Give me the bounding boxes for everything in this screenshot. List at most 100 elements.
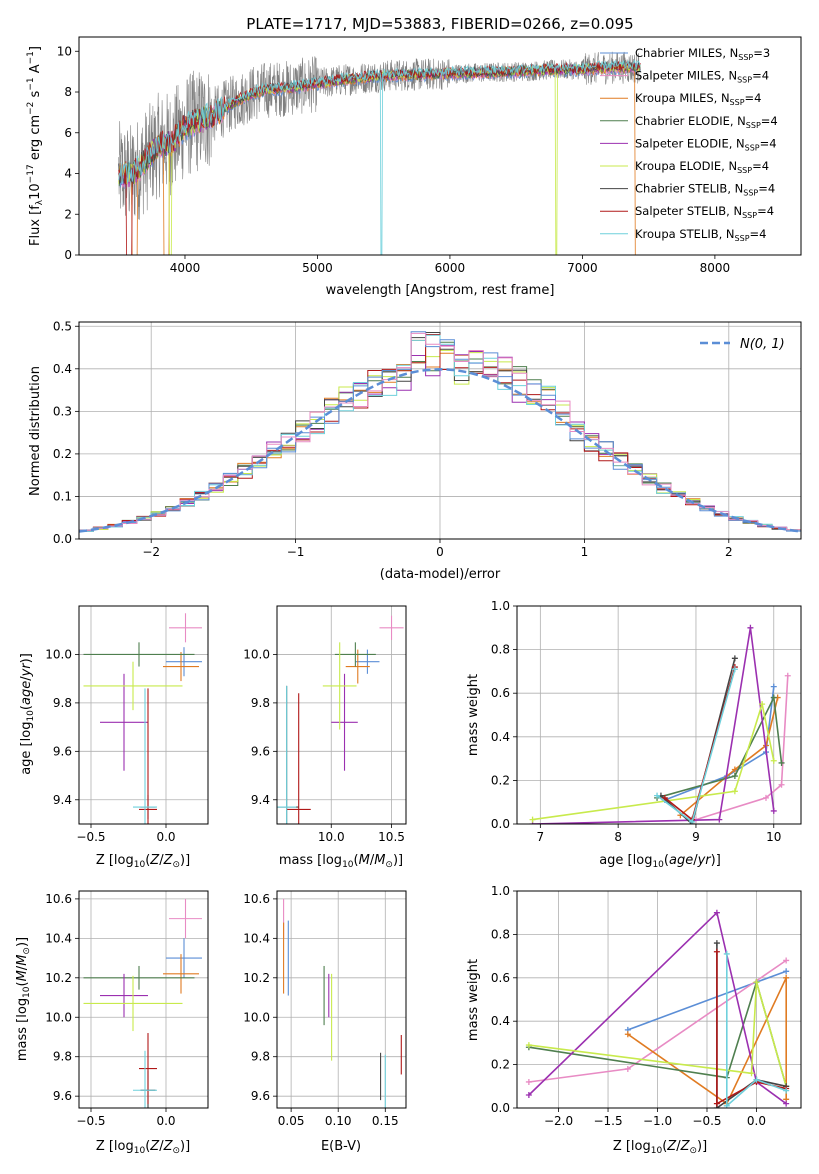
y-tick-label: 0.2 [491, 773, 510, 787]
weight-marker-kroupa_miles [731, 766, 738, 773]
x-tick-label: 10.0 [318, 830, 345, 844]
weight-line-salpeter_elodie [532, 627, 775, 824]
y-tick-label: 0.5 [53, 319, 72, 333]
weight-marker-salpeter_miles [783, 957, 790, 964]
y-tick-label: 9.4 [53, 793, 72, 807]
weight-marker-kroupa_elodie [753, 979, 760, 986]
weight-marker-salpeter_elodie [783, 1100, 790, 1107]
y-tick-label: 2 [64, 207, 72, 221]
y-tick-label: 0.8 [491, 643, 510, 657]
axes-frame [78, 321, 802, 540]
weight-marker-salpeter_elodie [713, 909, 720, 916]
histogram-plot-area: −2 −1 0 1 2 0.0 0.1 0.2 0.3 0.4 0.5 N(0, 1) [53, 319, 802, 559]
weight-line-kroupa_miles [627, 977, 787, 1105]
legend-label-chabrier_stelib: Chabrier STELIB, NSSP=4 [635, 182, 775, 198]
x-tick-label: 9 [692, 830, 700, 844]
y-tick-label: 0.8 [491, 927, 510, 941]
age-vs-mass-xlabel: mass [log10(M/M⊙)] [279, 853, 403, 870]
y-tick-label: 9.6 [251, 1089, 270, 1103]
weight-vs-age-panel: 7 8 9 10 0.0 0.2 0.4 0.6 0.8 1.0 age [log10(age/y… [466, 599, 802, 870]
weight-marker-kroupa_elodie [525, 1042, 532, 1049]
x-tick-label: 8000 [700, 261, 731, 275]
weight-marker-kroupa_miles [783, 974, 790, 981]
y-tick-label: 9.8 [251, 1050, 270, 1064]
x-tick-label: −0.5 [76, 1114, 105, 1128]
weight-marker-chabrier_stelib [713, 940, 720, 947]
weight-marker-salpeter_miles [624, 1065, 631, 1072]
weight-marker-salpeter_stelib [661, 794, 668, 801]
y-tick-label: 0.0 [491, 1101, 510, 1115]
weight-marker-kroupa_elodie [759, 701, 766, 708]
y-tick-label: 0.2 [53, 447, 72, 461]
y-tick-label: 10.0 [45, 647, 72, 661]
y-tick-label: 9.6 [53, 1089, 72, 1103]
clipped-layer [529, 624, 791, 824]
legend-label-salpeter_stelib: Salpeter STELIB, NSSP=4 [635, 204, 774, 220]
x-tick-label: 0.0 [747, 1114, 766, 1128]
weight-vs-metallicity-ylabel: mass weight [466, 959, 481, 1041]
weight-marker-chabrier_elodie [770, 694, 777, 701]
legend-value: =4 [745, 91, 762, 105]
weight-line-kroupa_miles [679, 697, 779, 816]
weight-marker-kroupa_elodie [731, 788, 738, 795]
y-tick-label: 10.6 [45, 892, 72, 906]
weight-marker-chabrier_elodie [731, 773, 738, 780]
age-vs-mass-plot-area: 10.0 10.5 9.4 9.6 9.8 10.0 [243, 605, 407, 844]
weight-vs-metallicity-xlabel: Z [log10(Z/Z⊙)] [613, 1139, 707, 1156]
weight-vs-age-xlabel: age [log10(age/yr)] [599, 853, 721, 870]
figure-title: PLATE=1717, MJD=53883, FIBERID=0266, z=0… [246, 15, 633, 33]
spectrum-xlabel: wavelength [Angstrom, rest frame] [326, 283, 555, 298]
weight-marker-chabrier_elodie [778, 759, 785, 766]
y-tick-label: 10.0 [243, 1010, 270, 1024]
x-tick-label: −1.5 [593, 1114, 622, 1128]
y-tick-label: 0 [64, 248, 72, 262]
mass-vs-metallicity-plot-area: −0.5 0.0 9.6 9.8 10.0 10.2 10.4 10.6 [45, 890, 209, 1128]
x-tick-label: −0.5 [692, 1114, 721, 1128]
y-tick-label: 8 [64, 85, 72, 99]
legend-subscript: SSP [742, 211, 757, 220]
spectrum-plot-area: 4000 5000 6000 7000 8000 0 2 4 6 8 10 Chabrier MILE… [57, 36, 802, 275]
legend-value: =4 [752, 69, 769, 83]
mass-vs-extinction-panel: 0.05 0.10 0.15 9.6 9.8 10.0 10.2 10.4 10.6 E(B-V… [243, 890, 407, 1154]
histogram-xlabel: (data-model)/error [380, 567, 501, 582]
x-tick-label: −2 [142, 545, 160, 559]
mass-vs-metallicity-panel: −0.5 0.0 9.6 9.8 10.0 10.2 10.4 10.6 Z [log10(Z… [15, 890, 209, 1156]
y-tick-label: 0.4 [491, 730, 510, 744]
weight-marker-salpeter_miles [784, 672, 791, 679]
x-tick-label: 1 [581, 545, 589, 559]
legend-subscript: SSP [737, 166, 752, 175]
axes-frame [78, 605, 209, 825]
weight-line-salpeter_miles [695, 675, 789, 821]
histogram-ylabel: Normed distribution [28, 366, 43, 496]
weight-marker-kroupa_elodie [529, 816, 536, 823]
y-tick-label: 6 [64, 126, 72, 140]
x-tick-label: 0.10 [325, 1114, 352, 1128]
weight-marker-salpeter_stelib [713, 948, 720, 955]
axes-frame [276, 605, 407, 825]
y-tick-label: 10.0 [243, 647, 270, 661]
x-tick-label: −2.0 [544, 1114, 573, 1128]
y-tick-label: 0.4 [53, 362, 72, 376]
x-tick-label: 8 [614, 830, 622, 844]
x-tick-label: 0 [436, 545, 444, 559]
y-tick-label: 1.0 [491, 599, 510, 613]
y-tick-label: 0.2 [491, 1058, 510, 1072]
weight-line-kroupa_stelib [726, 953, 787, 1108]
weight-line-chabrier_elodie [656, 694, 783, 799]
legend-label-salpeter_miles: Salpeter MILES, NSSP=4 [635, 69, 769, 85]
clipped-layer [83, 613, 202, 824]
weight-marker-chabrier_stelib [731, 655, 738, 662]
age-vs-metallicity-ylabel: age [log10(age/yr)] [19, 653, 36, 775]
y-tick-label: 9.6 [251, 744, 270, 758]
weight-vs-metallicity-plot-area: −2.0 −1.5 −1.0 −0.5 0.0 0.0 0.2 0.4 0.6 0.8 1.0 [491, 884, 802, 1128]
y-tick-label: 0.6 [491, 686, 510, 700]
weight-marker-kroupa_stelib [654, 792, 661, 799]
x-tick-label: 10.5 [378, 830, 405, 844]
x-tick-label: 0.15 [372, 1114, 399, 1128]
clipped-layer [277, 615, 404, 824]
y-tick-label: 9.8 [251, 696, 270, 710]
x-tick-label: 7 [537, 830, 545, 844]
y-tick-label: 10.4 [45, 931, 72, 945]
normal-legend-label: N(0, 1) [740, 337, 785, 352]
